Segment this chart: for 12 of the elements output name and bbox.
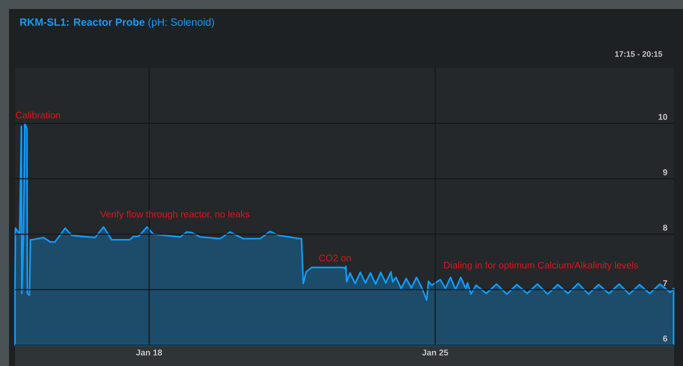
x-tick-label: Jan 18 (136, 350, 162, 356)
y-tick-label: 7 (663, 280, 668, 286)
y-tick-label: 10 (658, 114, 668, 120)
annotation: Calibration (16, 112, 60, 118)
y-tick-label: 9 (663, 169, 668, 176)
annotation: CO2 on (319, 254, 351, 262)
chart-title: RKM-SL1: Reactor Probe (pH: Solenoid) (20, 18, 214, 28)
annotation: Verify flow through reactor, no leaks (100, 210, 250, 220)
y-tick-label: 6 (663, 335, 668, 342)
x-tick-label: Jan 25 (422, 350, 448, 356)
annotation: Dialing in for optimum Calcium/Alkalinity levels (444, 262, 638, 270)
y-tick-label: 8 (663, 224, 668, 231)
